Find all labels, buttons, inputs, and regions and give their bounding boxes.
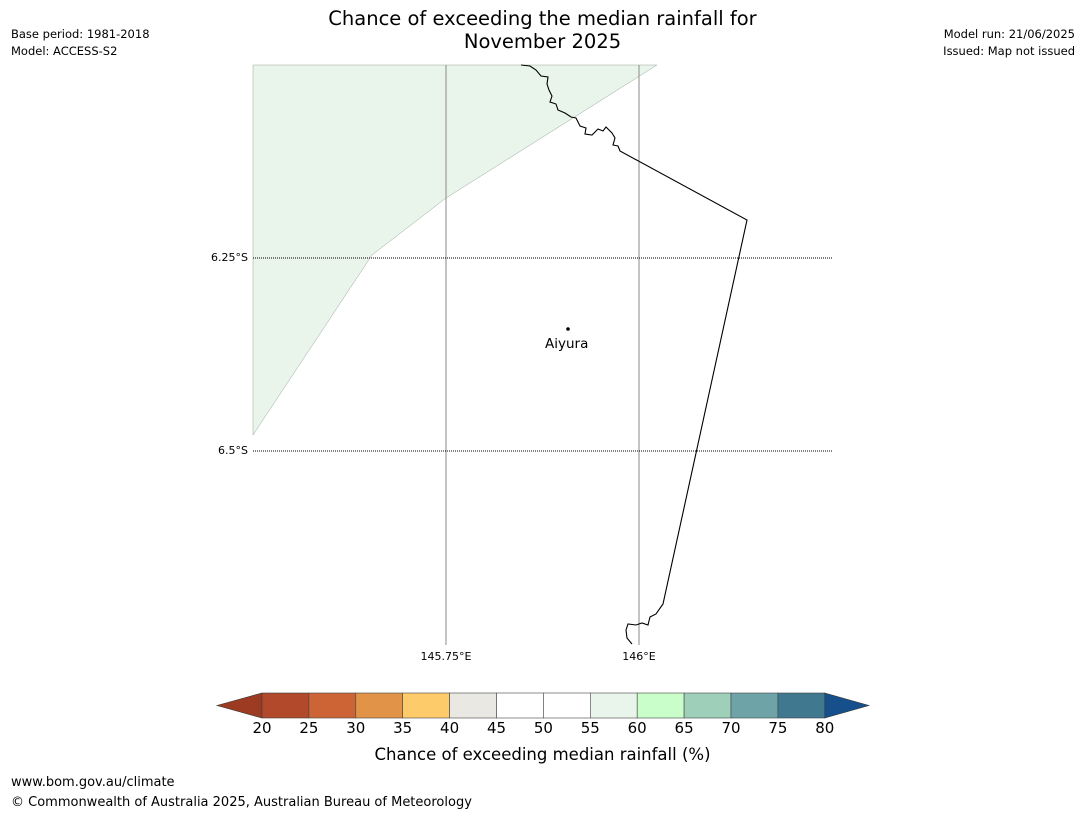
map-canvas xyxy=(252,64,832,645)
colorbar-bin xyxy=(355,692,403,719)
colorbar-bin xyxy=(777,692,826,719)
lon-label-146: 146°E xyxy=(622,650,656,663)
aiyura-marker xyxy=(566,327,570,331)
colorbar-tick-label: 25 xyxy=(299,719,319,737)
colorbar-bin xyxy=(449,692,497,719)
colorbar-tick-label: 60 xyxy=(627,719,647,737)
province-boundary xyxy=(520,64,748,645)
colorbar-bin xyxy=(683,692,732,719)
probability-region xyxy=(252,64,658,436)
colorbar xyxy=(215,692,871,719)
model-name: Model: ACCESS-S2 xyxy=(11,44,118,58)
colorbar-bin xyxy=(543,692,591,719)
colorbar-bin xyxy=(261,692,310,719)
footer-copyright: © Commonwealth of Australia 2025, Austra… xyxy=(11,795,472,810)
colorbar-bin xyxy=(308,692,357,719)
colorbar-tick-label: 30 xyxy=(346,719,366,737)
model-run: Model run: 21/06/2025 xyxy=(943,27,1075,41)
colorbar-tick-label: 40 xyxy=(440,719,460,737)
colorbar-extend-above xyxy=(824,692,871,719)
base-period: Base period: 1981-2018 xyxy=(11,27,150,41)
colorbar-tick-label: 45 xyxy=(486,719,507,737)
meta-right: Model run: 21/06/2025 Issued: Map not is… xyxy=(943,26,1075,60)
meta-left: Base period: 1981-2018 Model: ACCESS-S2 xyxy=(11,26,150,60)
issued-status: Issued: Map not issued xyxy=(943,44,1075,58)
colorbar-bin xyxy=(636,692,685,719)
colorbar-tick-label: 55 xyxy=(580,719,600,737)
colorbar-tick-label: 35 xyxy=(393,719,413,737)
lat-label-6-25: 6.25°S xyxy=(211,251,248,264)
map-title-line2: November 2025 xyxy=(463,30,622,53)
footer-url: www.bom.gov.au/climate xyxy=(11,775,175,790)
colorbar-label: Chance of exceeding median rainfall (%) xyxy=(374,745,711,764)
colorbar-bin xyxy=(402,692,450,719)
colorbar-tick-label: 20 xyxy=(252,719,272,737)
lat-label-6-5: 6.5°S xyxy=(218,444,248,457)
colorbar-bin xyxy=(496,692,544,719)
colorbar-tick-label: 50 xyxy=(533,719,553,737)
colorbar-tick-label: 75 xyxy=(768,719,788,737)
lon-label-145-75: 145.75°E xyxy=(420,650,472,663)
colorbar-bin xyxy=(730,692,779,719)
map-title-line1: Chance of exceeding the median rainfall … xyxy=(328,7,757,30)
map-title: Chance of exceeding the median rainfall … xyxy=(0,7,1085,53)
colorbar-tick-label: 70 xyxy=(721,719,741,737)
colorbar-extend-below xyxy=(215,692,263,719)
colorbar-tick-label: 65 xyxy=(674,719,694,737)
colorbar-tick-label: 80 xyxy=(815,719,835,737)
place-label-aiyura: Aiyura xyxy=(545,336,589,352)
colorbar-bin xyxy=(589,692,638,719)
